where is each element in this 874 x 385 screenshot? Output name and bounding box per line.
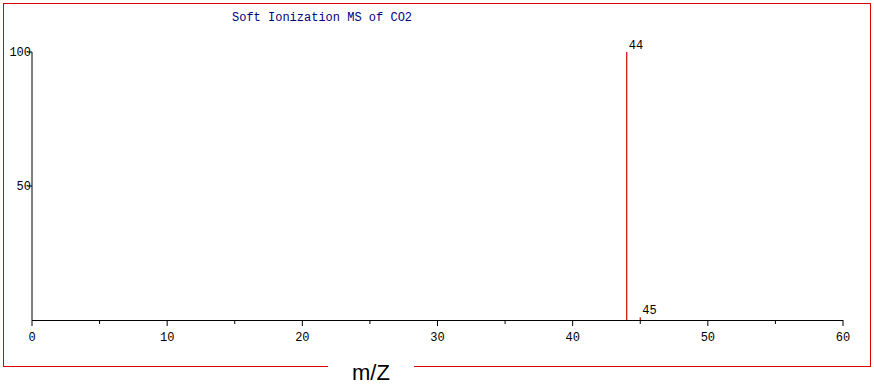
x-tick-label: 20 xyxy=(295,331,309,345)
x-minor-tick xyxy=(234,320,235,324)
x-minor-tick xyxy=(369,320,370,324)
x-tick xyxy=(843,320,844,326)
title: Soft Ionization MS of CO2 xyxy=(232,11,412,25)
y-tick-label: 100 xyxy=(9,46,31,60)
peak-label: 44 xyxy=(629,39,643,53)
x-tick-label: 40 xyxy=(565,331,579,345)
x-tick xyxy=(32,320,33,326)
x-tick-label: 60 xyxy=(836,331,850,345)
x-minor-tick xyxy=(99,320,100,324)
peak-label: 45 xyxy=(642,304,656,318)
x-axis-label: m/Z xyxy=(352,360,390,385)
x-tick xyxy=(167,320,168,326)
peak xyxy=(626,52,627,320)
x-minor-tick xyxy=(775,320,776,324)
x-tick xyxy=(572,320,573,326)
x-tick xyxy=(707,320,708,326)
x-tick xyxy=(437,320,438,326)
x-tick-label: 10 xyxy=(160,331,174,345)
frame xyxy=(4,4,871,367)
peak xyxy=(640,317,641,320)
x-minor-tick xyxy=(505,320,506,324)
plot-area xyxy=(627,52,641,320)
x-minor-tick xyxy=(640,320,641,324)
x-tick xyxy=(302,320,303,326)
x-tick-label: 30 xyxy=(430,331,444,345)
x-tick-label: 50 xyxy=(701,331,715,345)
y-tick-label: 50 xyxy=(17,180,31,194)
x-tick-label: 0 xyxy=(28,331,35,345)
chart: Soft Ionization MS of CO2 0 10 20 30 40 50 60 50… xyxy=(0,0,874,385)
x-label-background xyxy=(328,358,414,384)
